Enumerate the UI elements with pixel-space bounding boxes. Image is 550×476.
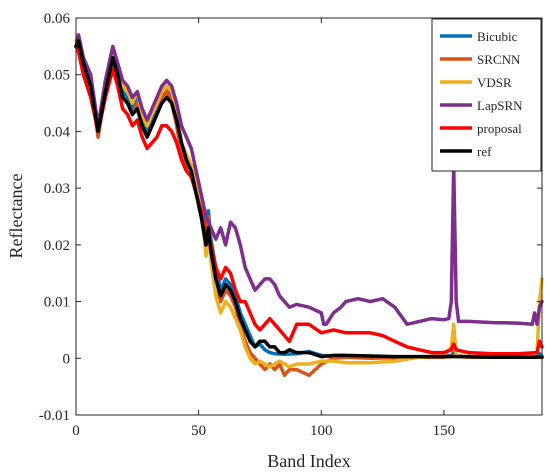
y-tick-label: 0.01 — [44, 295, 70, 311]
legend: Bicubic SRCNN VDSR LapSRN proposal ref — [431, 18, 542, 172]
y-axis-label: Reflectance — [6, 174, 26, 259]
series-line-ref — [74, 38, 544, 359]
x-tick-label: 0 — [72, 423, 80, 439]
y-tick-label: 0.06 — [44, 11, 71, 27]
x-tick-label: 150 — [433, 423, 456, 439]
legend-label-bicubic: Bicubic — [477, 29, 518, 44]
y-tick-label: 0 — [63, 351, 71, 367]
y-tick-label: 0.02 — [44, 238, 70, 254]
legend-label-proposal: proposal — [477, 121, 522, 136]
y-tick-label: 0.04 — [44, 124, 71, 140]
legend-label-lapsrn: LapSRN — [477, 98, 523, 113]
legend-label-vdsr: VDSR — [477, 75, 512, 90]
series-line-lapsrn — [74, 33, 544, 327]
series-line-proposal — [74, 44, 544, 356]
plot-frame — [75, 17, 543, 416]
legend-label-ref: ref — [477, 144, 492, 159]
y-tick-label: -0.01 — [39, 408, 70, 424]
legend-label-srcnn: SRCNN — [477, 52, 521, 67]
legend-box — [431, 18, 542, 172]
y-tick-label: 0.03 — [44, 181, 70, 197]
y-tick-label: 0.05 — [44, 68, 70, 84]
x-tick-label: 100 — [310, 423, 333, 439]
series-layer — [74, 33, 544, 378]
x-tick-label: 50 — [191, 423, 206, 439]
x-axis-label: Band Index — [267, 451, 350, 471]
